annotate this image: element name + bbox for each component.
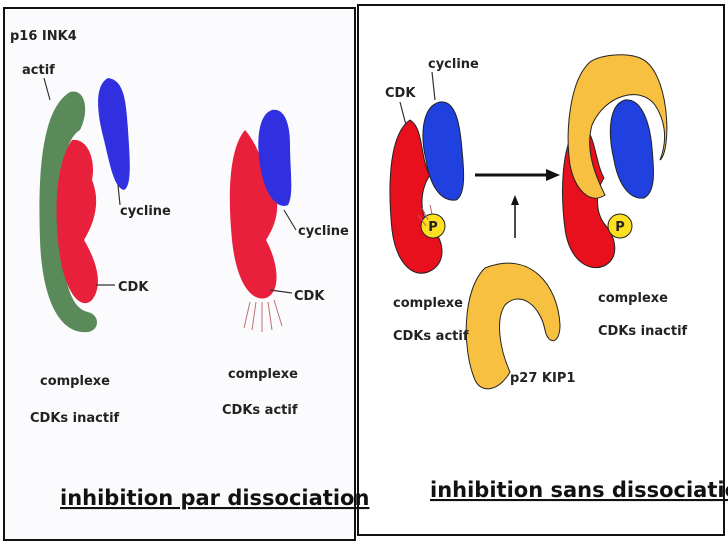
cdk-label: CDK: [118, 280, 149, 295]
reaction-arrow: [475, 169, 560, 238]
cyclin-shape: [422, 101, 465, 201]
phosphate-lines: [417, 204, 433, 227]
p27-shape: [465, 262, 561, 390]
inhibitor-label: p16 INK4: [10, 29, 77, 44]
complex-label: CDKs actif: [393, 329, 469, 344]
complex-label: complexe: [40, 374, 110, 389]
inhibitor-state: actif: [22, 63, 55, 78]
cdk-label: CDK: [385, 86, 416, 101]
cyclin-shape: [258, 109, 292, 206]
cyclin-label: cycline: [120, 204, 171, 219]
complex-label: complexe: [393, 296, 463, 311]
complex-label: CDKs inactif: [30, 411, 120, 426]
phosphate-label: P: [428, 220, 438, 235]
p16-shape: [39, 91, 97, 333]
cyclin-label: cycline: [428, 57, 479, 72]
cyclin-shape: [609, 99, 655, 199]
phosphate: [607, 213, 633, 239]
leader-lines: [43, 77, 297, 294]
cyclin-shape: [98, 78, 130, 190]
caption: inhibition sans dissociation: [430, 478, 728, 502]
p27-shape: [567, 54, 668, 199]
complex-label: complexe: [598, 291, 668, 306]
cyclin-label: cycline: [298, 224, 349, 239]
inhibitor-label: p27 KIP1: [510, 371, 575, 386]
complex-label: CDKs actif: [222, 403, 298, 418]
phosphate-label: P: [615, 220, 625, 235]
cdk-shape: [56, 139, 98, 304]
phosphate-lines: [243, 299, 283, 332]
complex-label: complexe: [228, 367, 298, 382]
phosphate: [420, 213, 446, 239]
complex-label: CDKs inactif: [598, 324, 688, 339]
caption: inhibition par dissociation: [60, 486, 369, 510]
leader-lines: [399, 71, 436, 126]
cdk-label: CDK: [294, 289, 325, 304]
